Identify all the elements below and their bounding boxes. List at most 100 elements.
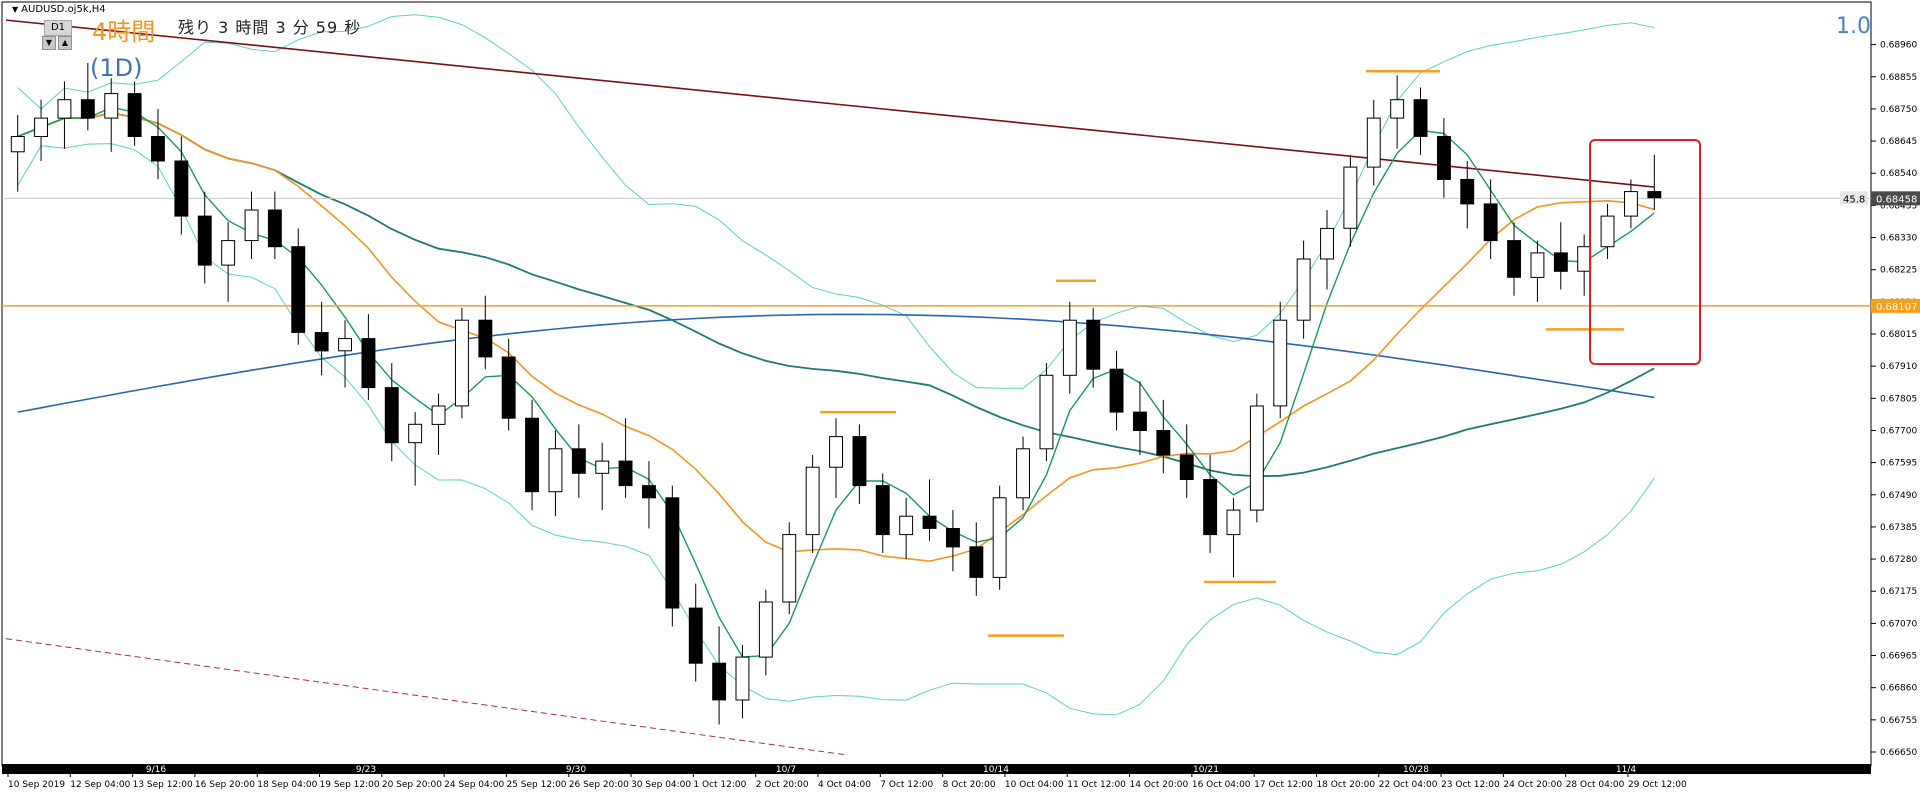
- candle-body: [34, 117, 48, 137]
- period-label: (1D): [90, 54, 143, 82]
- time-label: 24 Oct 20:00: [1503, 780, 1562, 790]
- candle-body: [735, 656, 750, 701]
- time-label: 16 Oct 04:00: [1192, 780, 1251, 790]
- ma-long-line: [17, 313, 1655, 413]
- candle-body: [1109, 368, 1124, 413]
- candle-body: [1156, 430, 1171, 456]
- candle-body: [1203, 479, 1218, 536]
- ma-mid-line: [17, 112, 1655, 562]
- price-tick-label: 0.66755: [1880, 716, 1917, 726]
- candle-body: [384, 387, 399, 444]
- bollinger-upper: [17, 14, 1655, 389]
- candle-body: [1483, 203, 1498, 242]
- triangle-up-icon[interactable]: ▲: [58, 36, 72, 50]
- bar-countdown: 残り 3 時間 3 分 59 秒: [178, 18, 362, 37]
- time-label: 1 Oct 12:00: [693, 780, 746, 790]
- candle-body: [992, 497, 1007, 578]
- hline-price-tag: [1871, 298, 1920, 313]
- candle-body: [1577, 246, 1592, 272]
- candle-body: [80, 99, 95, 119]
- candle-body: [1530, 252, 1545, 278]
- candle-body: [782, 534, 797, 603]
- price-tick-label: 0.68855: [1880, 73, 1917, 83]
- candle-body: [127, 93, 142, 137]
- candle-body: [291, 246, 306, 333]
- price-tick-label: 0.67490: [1880, 491, 1917, 501]
- price-tick-label: 0.68750: [1880, 105, 1917, 115]
- price-tick-label: 0.68960: [1880, 41, 1917, 51]
- time-label: 17 Oct 12:00: [1254, 780, 1313, 790]
- time-label: 16 Sep 20:00: [195, 780, 255, 790]
- time-label: 12 Sep 04:00: [70, 780, 130, 790]
- candle-body: [314, 332, 329, 352]
- candle-body: [1507, 240, 1521, 278]
- candle-body: [829, 436, 843, 468]
- candle-body: [478, 319, 493, 358]
- time-label: 26 Sep 20:00: [569, 780, 629, 790]
- candle-body: [922, 515, 937, 529]
- price-tick-label: 0.68540: [1880, 169, 1917, 179]
- highlight-box: [1589, 139, 1701, 365]
- price-tick-label: 0.67175: [1880, 587, 1917, 597]
- price-tick-label: 0.67805: [1880, 394, 1917, 404]
- candle-body: [431, 405, 446, 425]
- week-label: 10/21: [1193, 765, 1219, 775]
- candle-body: [1647, 191, 1662, 199]
- candle-body: [1226, 509, 1241, 536]
- timeframe-label: 4時間: [92, 18, 156, 46]
- triangle-down-icon[interactable]: ▼: [12, 5, 19, 14]
- candle-body: [688, 607, 703, 664]
- candle-body: [361, 338, 376, 389]
- candle-body: [1086, 319, 1101, 370]
- price-tick-label: 0.67385: [1880, 523, 1917, 533]
- current-price-label: 0.68458: [1876, 194, 1917, 205]
- candle-body: [712, 662, 727, 701]
- timeframe-badge[interactable]: D1: [44, 20, 72, 36]
- week-label: 9/16: [146, 765, 166, 775]
- candle-body: [501, 356, 516, 419]
- time-label: 18 Sep 04:00: [257, 780, 317, 790]
- candle-body: [1133, 411, 1147, 432]
- candle-body: [1624, 191, 1638, 217]
- time-label: 24 Sep 04:00: [444, 780, 504, 790]
- candle-body: [10, 136, 25, 153]
- candle-body: [758, 601, 773, 658]
- current-price-prefix: 45.8: [1843, 194, 1865, 205]
- time-label: 22 Oct 04:00: [1379, 780, 1438, 790]
- candle-body: [221, 240, 236, 266]
- candle-body: [1600, 215, 1615, 248]
- candle-body: [174, 160, 189, 217]
- price-tick-label: 0.68225: [1880, 266, 1917, 276]
- ma-slow-line: [17, 112, 1655, 478]
- candle-body: [642, 485, 656, 499]
- time-label: 14 Oct 20:00: [1130, 780, 1189, 790]
- time-label: 25 Sep 12:00: [506, 780, 566, 790]
- price-tick-label: 0.67910: [1880, 362, 1917, 372]
- candle-body: [1460, 178, 1475, 205]
- candle-body: [455, 319, 469, 407]
- candle-body: [1039, 374, 1054, 450]
- candle-body: [1343, 166, 1358, 229]
- current-price-prefix-box: [1840, 191, 1868, 205]
- hline-price-label: 0.68107: [1876, 302, 1917, 313]
- price-tick-label: 0.68330: [1880, 234, 1917, 244]
- symbol-label: ▼ AUDUSD.oj5k,H4: [12, 4, 106, 15]
- candle-body: [1062, 319, 1077, 376]
- week-label: 10/28: [1403, 765, 1429, 775]
- candle-body: [1296, 258, 1311, 321]
- time-label: 10 Oct 04:00: [1005, 780, 1064, 790]
- candle-body: [1320, 227, 1334, 260]
- price-tick-label: 0.67595: [1880, 459, 1917, 469]
- triangle-down-icon[interactable]: ▼: [42, 36, 56, 50]
- time-label: 13 Sep 12:00: [133, 780, 193, 790]
- price-tick-label: 0.68015: [1880, 330, 1917, 340]
- candle-body: [899, 515, 914, 536]
- candle-body: [1273, 319, 1288, 407]
- time-label: 30 Sep 04:00: [631, 780, 691, 790]
- price-tick-label: 0.67070: [1880, 619, 1917, 629]
- time-label: 2 Oct 20:00: [756, 780, 809, 790]
- time-label: 4 Oct 04:00: [818, 780, 871, 790]
- time-label: 28 Oct 04:00: [1566, 780, 1625, 790]
